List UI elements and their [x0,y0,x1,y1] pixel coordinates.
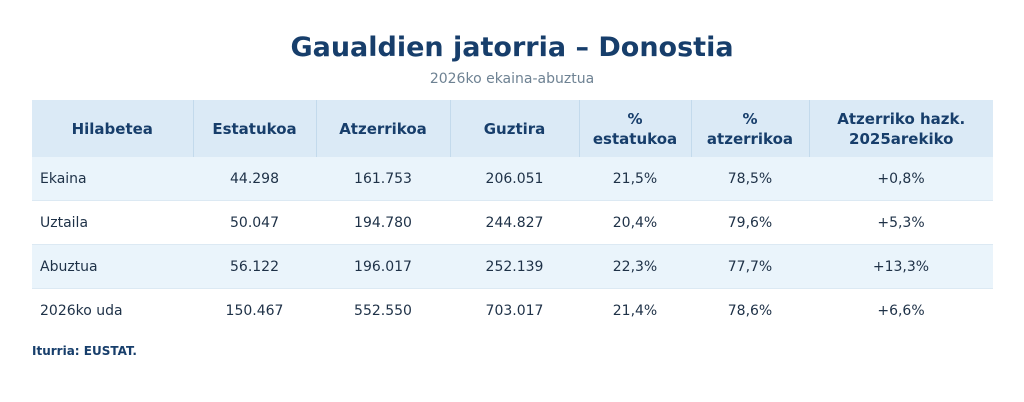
table-cell: 252.139 [450,244,579,289]
table-cell: 44.298 [193,157,316,201]
table-cell: 21,4% [579,288,691,332]
table-cell: 56.122 [193,244,316,289]
page-title: Gaualdien jatorria – Donostia [290,32,734,63]
table-cell: Abuztua [32,244,193,289]
table-cell: +6,6% [809,288,993,332]
table-cell: 703.017 [450,288,579,332]
table-cell: 150.467 [193,288,316,332]
table-cell: 2026ko uda [32,288,193,332]
table-cell: 161.753 [316,157,450,201]
table-header-row: Hilabetea Estatukoa Atzerrikoa Guztira %… [32,100,993,157]
table-cell: 20,4% [579,200,691,245]
column-header-domestic: Estatukoa [193,100,317,157]
table-cell: 50.047 [193,200,316,245]
table-cell: 79,6% [691,200,809,245]
table-cell: 206.051 [450,157,579,201]
column-header-foreign: Atzerrikoa [316,100,451,157]
table-row: Ekaina 44.298 161.753 206.051 21,5% 78,5… [32,157,993,201]
table-cell: 196.017 [316,244,450,289]
table-cell: +5,3% [809,200,993,245]
column-header-month: Hilabetea [32,100,194,157]
column-header-total: Guztira [450,100,580,157]
table-cell: Uztaila [32,200,193,245]
source-note: Iturria: EUSTAT. [32,344,137,358]
column-header-pct-foreign: % atzerrikoa [691,100,810,157]
table-cell: 22,3% [579,244,691,289]
table-cell: +13,3% [809,244,993,289]
table-cell: +0,8% [809,157,993,201]
table-cell: 78,5% [691,157,809,201]
table-cell: 21,5% [579,157,691,201]
page-subtitle: 2026ko ekaina-abuztua [429,71,595,87]
table-cell: 194.780 [316,200,450,245]
column-header-pct-domestic: % estatukoa [579,100,692,157]
table-cell: 552.550 [316,288,450,332]
table-cell: 77,7% [691,244,809,289]
data-table: Hilabetea Estatukoa Atzerrikoa Guztira %… [32,100,993,332]
table-row: Uztaila 50.047 194.780 244.827 20,4% 79,… [32,200,993,245]
table-row: Abuztua 56.122 196.017 252.139 22,3% 77,… [32,244,993,289]
column-header-foreign-growth: Atzerriko hazk. 2025arekiko [809,100,993,157]
table-row-total: 2026ko uda 150.467 552.550 703.017 21,4%… [32,288,993,332]
table-cell: 78,6% [691,288,809,332]
table-cell: 244.827 [450,200,579,245]
table-cell: Ekaina [32,157,193,201]
